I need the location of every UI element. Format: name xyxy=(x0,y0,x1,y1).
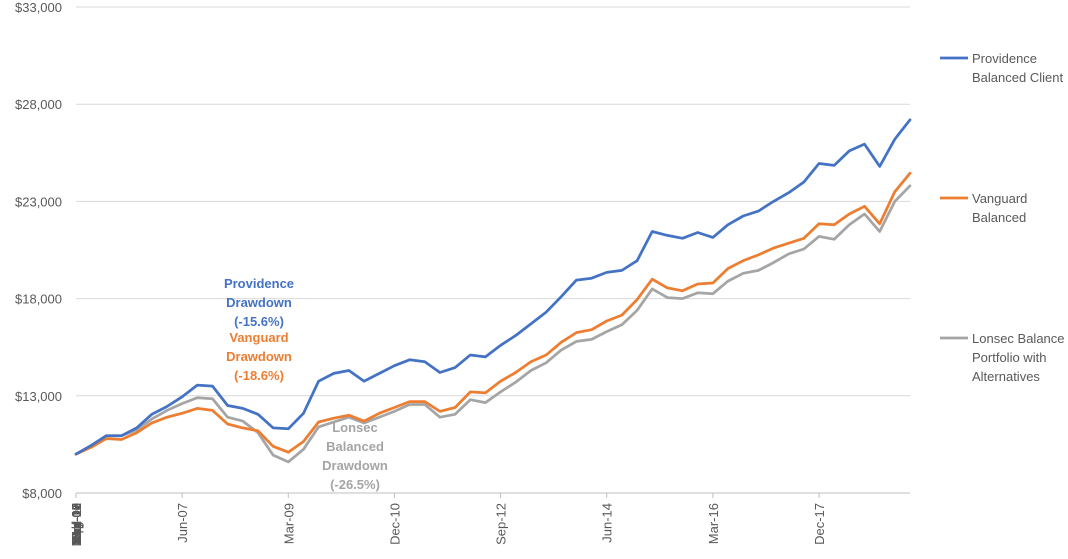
y-tick-label: $13,000 xyxy=(15,389,62,404)
x-tick-label: Feb-19 xyxy=(69,503,84,544)
y-axis-tick-labels: $8,000 $13,000 $18,000 $23,000 $28,000 $33,00… xyxy=(15,0,62,501)
annotation-text: Vanguard xyxy=(229,330,288,345)
annotation-text: (-15.6%) xyxy=(234,314,284,329)
legend-entry: Lonsec Balance Portfolio with Alternatives xyxy=(940,331,1065,384)
x-tick-label: Oct-16 xyxy=(69,503,84,542)
annotation-text: Drawdown xyxy=(226,349,292,364)
x-tick-label: Jun-07 xyxy=(175,503,190,543)
y-tick-label: $28,000 xyxy=(15,97,62,112)
series-line-providence-balanced xyxy=(74,118,912,456)
series-line-vanguard-balanced xyxy=(74,171,912,456)
x-tick-label: May-17 xyxy=(69,503,84,546)
x-tick-label: Aug-08 xyxy=(69,503,84,545)
series-lines xyxy=(74,118,912,464)
x-tick-label: Mar-09 xyxy=(281,503,296,544)
drawdown-annotations: Providence Drawdown (-15.6%)Vanguard Drawdo… xyxy=(224,276,388,492)
x-tick-label: Dec-10 xyxy=(387,503,402,545)
legend-label: Lonsec Balance xyxy=(972,331,1065,346)
legend-label: Vanguard xyxy=(972,191,1027,206)
series-line-lonsec-balance xyxy=(74,184,912,464)
legend-entry: Providence Balanced Client xyxy=(940,51,1063,85)
x-tick-label: Apr-06 xyxy=(69,503,84,542)
x-tick-label: Oct-09 xyxy=(69,503,84,542)
legend-label: Providence xyxy=(972,51,1037,66)
x-tick-label: Aug-15 xyxy=(69,503,84,545)
annotation-text: (-18.6%) xyxy=(234,368,284,383)
y-tick-label: $18,000 xyxy=(15,292,62,307)
x-tick-label: Sep-05 xyxy=(69,503,84,545)
x-tick-label: Jul-18 xyxy=(69,503,84,538)
drawdown-annotation: Providence Drawdown (-15.6%) xyxy=(224,276,294,329)
x-tick-label: Jul-11 xyxy=(69,503,84,537)
x-tick-label: May-10 xyxy=(69,503,84,546)
legend-label: Balanced xyxy=(972,210,1026,225)
annotation-text: Lonsec xyxy=(332,420,378,435)
x-tick-label: Jan-15 xyxy=(69,503,84,543)
legend-label: Balanced Client xyxy=(972,70,1063,85)
y-tick-label: $8,000 xyxy=(22,486,62,501)
x-tick-label: Mar-16 xyxy=(706,503,721,544)
x-tick-label: Jan-08 xyxy=(69,503,84,543)
x-tick-label: Jun-14 xyxy=(600,503,615,543)
drawdown-annotation: Lonsec Balanced Drawdown (-26.5%) xyxy=(322,420,388,492)
annotation-text: Providence xyxy=(224,276,294,291)
legend-label: Portfolio with xyxy=(972,350,1046,365)
annotation-text: (-26.5%) xyxy=(330,477,380,492)
drawdown-annotation: Vanguard Drawdown (-18.6%) xyxy=(226,330,292,383)
x-tick-label: Nov-06 xyxy=(69,503,84,545)
legend: Providence Balanced Client Vanguard Balance… xyxy=(940,51,1065,384)
legend-entry: Vanguard Balanced xyxy=(940,191,1027,225)
gridlines xyxy=(76,6,910,494)
x-tick-label: Nov-13 xyxy=(69,503,84,545)
y-tick-label: $33,000 xyxy=(15,0,62,15)
annotation-text: Drawdown xyxy=(322,458,388,473)
x-tick-label: Sep-12 xyxy=(494,503,509,545)
x-tick-label: Feb-12 xyxy=(69,503,84,544)
x-tick-label: Apr-13 xyxy=(69,503,84,542)
y-tick-label: $23,000 xyxy=(15,194,62,209)
x-tick-label: Dec-17 xyxy=(812,503,827,545)
annotation-text: Drawdown xyxy=(226,295,292,310)
annotation-text: Balanced xyxy=(326,439,384,454)
legend-label: Alternatives xyxy=(972,369,1040,384)
